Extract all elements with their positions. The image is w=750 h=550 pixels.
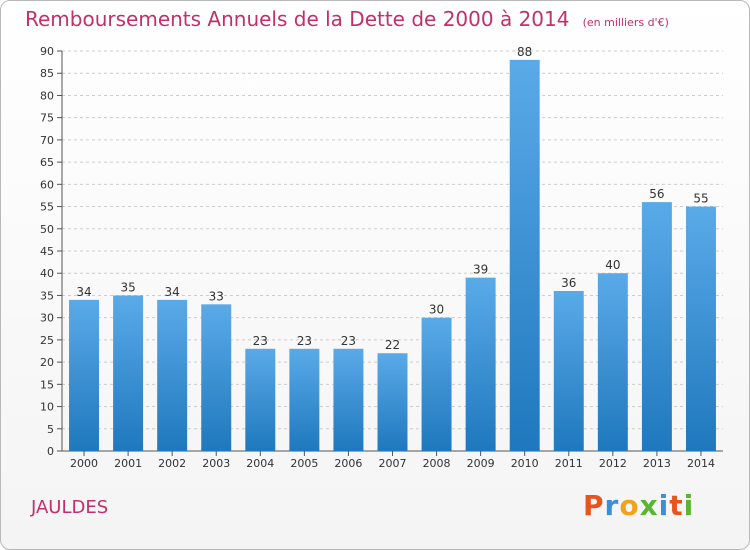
x-tick-label: 2008 [423, 457, 451, 470]
logo-letter: P [583, 489, 605, 522]
x-tick-label: 2007 [379, 457, 407, 470]
data-label: 39 [473, 263, 488, 277]
x-tick-label: 2005 [290, 457, 318, 470]
proxiti-logo[interactable]: Proxiti [583, 489, 694, 522]
y-tick-label: 55 [40, 201, 54, 214]
bar [245, 348, 276, 451]
x-tick-label: 2014 [687, 457, 715, 470]
data-label: 35 [120, 280, 135, 294]
data-label: 34 [76, 285, 91, 299]
bar [421, 317, 452, 451]
logo-letter: t [669, 489, 684, 522]
y-tick-label: 75 [40, 112, 54, 125]
bar [597, 273, 628, 451]
x-tick-label: 2013 [643, 457, 671, 470]
data-label: 23 [341, 334, 356, 348]
data-label: 34 [165, 285, 180, 299]
bar [685, 206, 716, 451]
chart-subtitle: (en milliers d'€) [582, 16, 669, 29]
y-tick-label: 0 [47, 445, 54, 458]
logo-letter: r [604, 489, 620, 522]
y-tick-label: 85 [40, 67, 54, 80]
data-label: 23 [253, 334, 268, 348]
y-tick-label: 90 [40, 45, 54, 58]
x-tick-label: 2004 [246, 457, 274, 470]
x-tick-label: 2012 [599, 457, 627, 470]
y-tick-label: 5 [47, 423, 54, 436]
title-row: Remboursements Annuels de la Dette de 20… [25, 7, 669, 31]
y-tick-label: 50 [40, 223, 54, 236]
x-tick-label: 2010 [511, 457, 539, 470]
y-tick-label: 65 [40, 156, 54, 169]
data-label: 56 [649, 187, 664, 201]
bar [157, 299, 188, 451]
y-tick-label: 25 [40, 334, 54, 347]
bar [201, 304, 232, 451]
bar [377, 353, 408, 451]
y-tick-label: 45 [40, 245, 54, 258]
x-tick-label: 2003 [202, 457, 230, 470]
x-tick-label: 2009 [467, 457, 495, 470]
logo-letter: x [639, 489, 659, 522]
data-label: 40 [605, 258, 620, 272]
bar [113, 295, 144, 451]
y-tick-label: 60 [40, 178, 54, 191]
data-label: 33 [209, 289, 224, 303]
data-label: 22 [385, 338, 400, 352]
x-tick-label: 2001 [114, 457, 142, 470]
commune-name: JAULDES [31, 497, 109, 518]
bar [289, 348, 320, 451]
y-tick-label: 20 [40, 356, 54, 369]
bar [509, 59, 540, 452]
x-tick-label: 2000 [70, 457, 98, 470]
x-tick-label: 2006 [334, 457, 362, 470]
logo-letter: i [683, 489, 695, 522]
data-label: 88 [517, 45, 532, 59]
bar [333, 348, 364, 451]
x-tick-label: 2011 [555, 457, 583, 470]
y-tick-label: 40 [40, 267, 54, 280]
chart-title: Remboursements Annuels de la Dette de 20… [25, 7, 570, 31]
bar [641, 202, 672, 451]
data-label: 23 [297, 334, 312, 348]
bar [465, 277, 496, 451]
data-label: 36 [561, 276, 576, 290]
logo-letter: i [658, 489, 670, 522]
y-tick-label: 30 [40, 312, 54, 325]
y-tick-label: 35 [40, 289, 54, 302]
data-label: 30 [429, 303, 444, 317]
y-tick-label: 80 [40, 89, 54, 102]
data-label: 55 [693, 192, 708, 206]
logo-letter: o [619, 489, 640, 522]
bar [553, 291, 584, 451]
y-tick-label: 15 [40, 378, 54, 391]
y-tick-label: 70 [40, 134, 54, 147]
bar [69, 299, 100, 451]
x-tick-label: 2002 [158, 457, 186, 470]
y-tick-label: 10 [40, 401, 54, 414]
